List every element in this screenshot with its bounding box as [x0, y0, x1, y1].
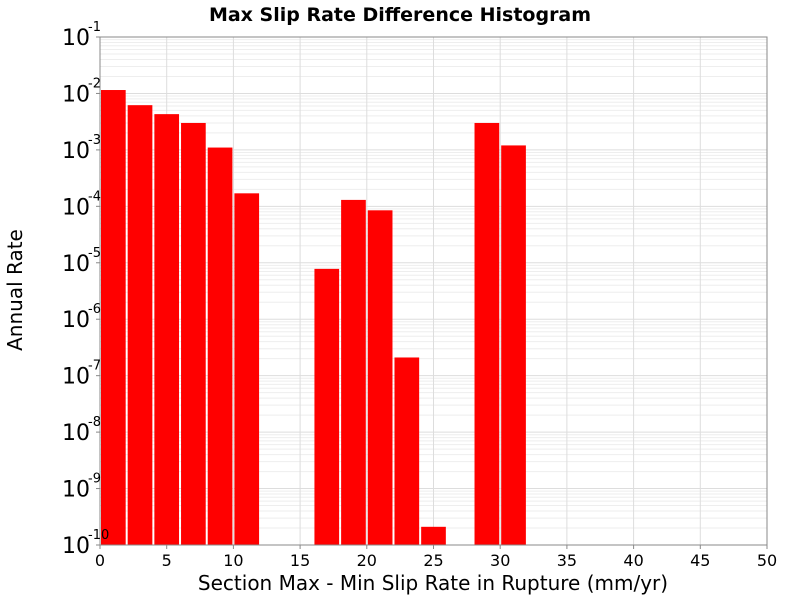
y-tick-label: 10 [62, 478, 90, 503]
y-tick-exponent: -7 [88, 359, 101, 374]
y-tick-exponent: -5 [88, 246, 101, 261]
x-tick-label: 0 [95, 551, 105, 570]
histogram-bar [394, 357, 420, 545]
y-tick-label: 10 [62, 365, 90, 390]
histogram-bar [101, 90, 126, 546]
x-tick-label: 10 [223, 551, 243, 570]
y-tick-exponent: -8 [88, 415, 101, 430]
y-tick-exponent: -10 [88, 528, 109, 543]
y-tick-label: 10 [62, 195, 90, 220]
histogram-bar [341, 199, 366, 546]
x-axis-ticks: 0 5 10 15 20 25 30 35 40 45 50 [95, 545, 777, 570]
histogram-bar [314, 268, 340, 545]
y-tick-label: 10 [62, 534, 90, 559]
y-tick-exponent: -6 [88, 302, 101, 317]
histogram-bar [474, 122, 500, 546]
chart-title: Max Slip Rate Difference Histogram [209, 4, 591, 26]
histogram-bar [127, 105, 153, 545]
histogram-bar [501, 145, 526, 545]
y-tick-exponent: -4 [88, 189, 101, 204]
x-tick-label: 20 [357, 551, 377, 570]
x-tick-label: 5 [162, 551, 172, 570]
histogram-bar [181, 122, 206, 546]
y-tick-exponent: -1 [88, 20, 101, 35]
y-tick-label: 10 [62, 421, 90, 446]
x-tick-label: 40 [623, 551, 643, 570]
x-tick-label: 25 [423, 551, 443, 570]
histogram-bar [154, 114, 180, 545]
histogram-bar [367, 210, 393, 545]
x-tick-label: 50 [757, 551, 777, 570]
y-axis-ticks: 10-1010-910-810-710-610-510-410-310-210-… [62, 20, 109, 559]
y-tick-exponent: -3 [88, 133, 101, 148]
y-tick-exponent: -2 [88, 76, 101, 91]
x-tick-label: 15 [290, 551, 310, 570]
y-tick-label: 10 [62, 26, 90, 51]
y-tick-label: 10 [62, 252, 90, 277]
y-tick-label: 10 [62, 82, 90, 107]
y-tick-label: 10 [62, 139, 90, 164]
bars [101, 90, 526, 546]
x-axis-label: Section Max - Min Slip Rate in Rupture (… [198, 571, 668, 595]
y-tick-label: 10 [62, 308, 90, 333]
histogram-bar [207, 147, 233, 546]
x-tick-label: 35 [557, 551, 577, 570]
plot-area [99, 36, 768, 546]
x-tick-label: 45 [690, 551, 710, 570]
histogram-bar [234, 193, 260, 545]
histogram-bar [421, 526, 446, 545]
y-axis-label: Annual Rate [3, 229, 27, 351]
x-tick-label: 30 [490, 551, 510, 570]
y-tick-exponent: -9 [88, 472, 101, 487]
